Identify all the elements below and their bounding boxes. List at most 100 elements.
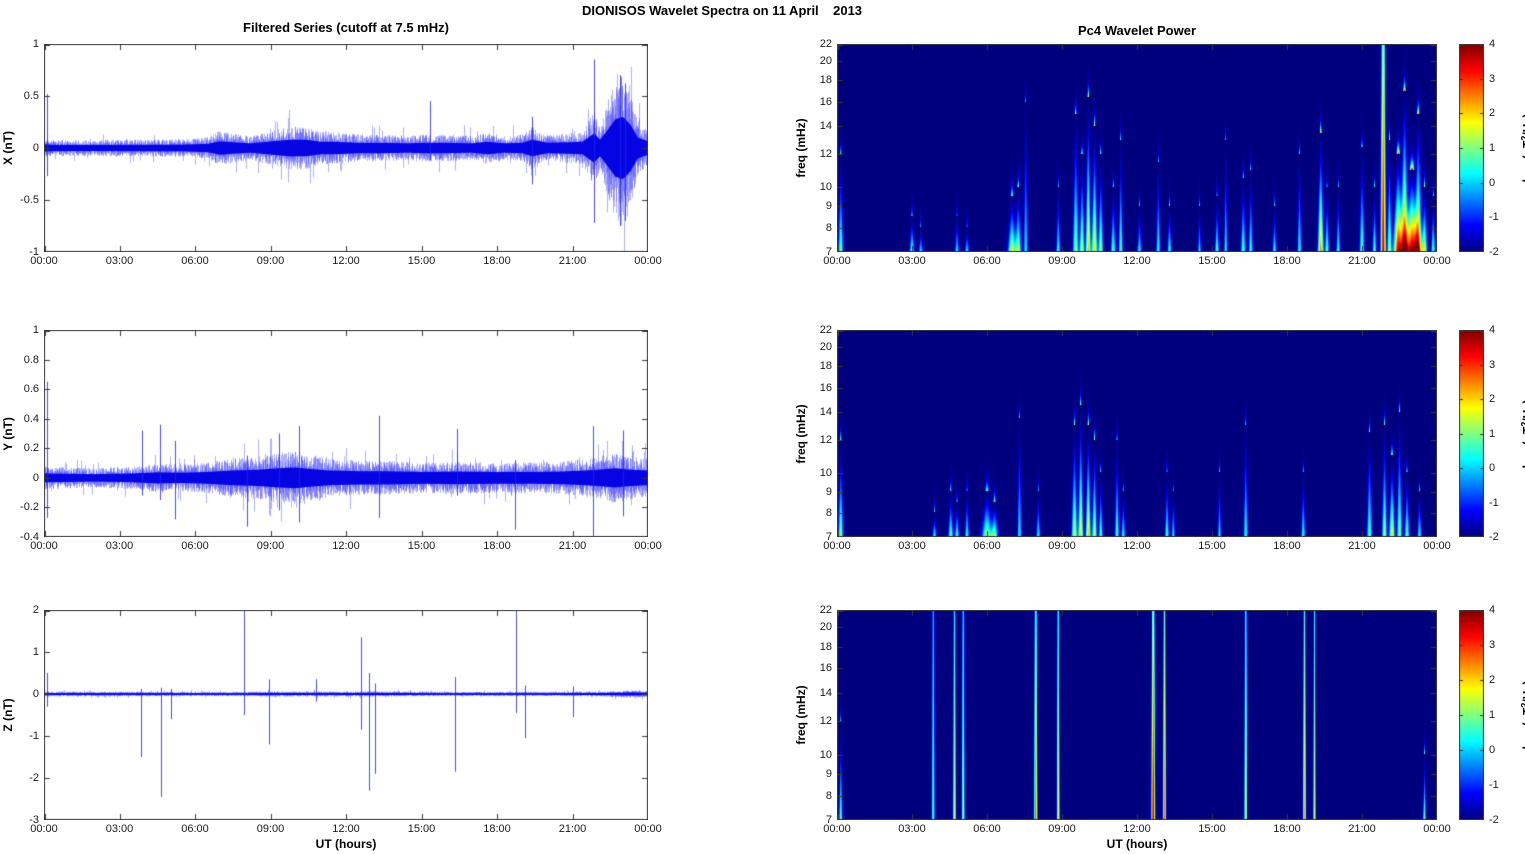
freq-tick-label: 8 xyxy=(825,506,832,519)
time-tick-label: 06:00 xyxy=(181,823,209,835)
freq-tick-label: 10 xyxy=(819,181,832,194)
freq-tick-label: 22 xyxy=(819,324,832,336)
time-tick-label: 15:00 xyxy=(1198,540,1226,552)
value-tick-label: -0.4 xyxy=(20,531,39,543)
time-tick-label: 00:00 xyxy=(30,823,58,835)
colorbar-tick-label: -1 xyxy=(1489,211,1499,224)
time-tick-label: 12:00 xyxy=(1123,823,1151,835)
colorbar-tick-label: -2 xyxy=(1489,246,1499,258)
y-wavelet-ylabel: freq (mHz) xyxy=(794,403,808,464)
right-column-title: Pc4 Wavelet Power xyxy=(1077,23,1197,38)
time-tick-label: 12:00 xyxy=(332,823,360,835)
colorbar-tick-label: -2 xyxy=(1489,814,1499,826)
time-tick-label: 21:00 xyxy=(1348,255,1376,267)
value-tick-label: 0.5 xyxy=(23,90,39,102)
freq-tick-label: 14 xyxy=(819,686,832,699)
time-tick-label: 06:00 xyxy=(973,255,1001,267)
time-tick-label: 15:00 xyxy=(1198,255,1226,267)
colorbar-tick-label: 0 xyxy=(1489,744,1496,756)
z-wavelet-ylabel: freq (mHz) xyxy=(794,685,808,745)
time-tick-label: 15:00 xyxy=(407,540,436,552)
time-tick-label: 00:00 xyxy=(1423,540,1451,552)
colorbar-tick-label: 3 xyxy=(1489,639,1496,651)
time-tick-label: 00:00 xyxy=(823,255,851,267)
value-tick-label: 0 xyxy=(32,471,39,484)
value-tick-label: -0.2 xyxy=(20,501,39,514)
time-tick-label: 18:00 xyxy=(483,255,511,267)
x-wavelet-ylabel: freq (mHz) xyxy=(794,118,808,178)
freq-tick-label: 16 xyxy=(819,381,832,394)
colorbar-tick-label: 2 xyxy=(1489,107,1496,120)
time-tick-label: 03:00 xyxy=(898,255,926,267)
freq-tick-label: 7 xyxy=(825,531,832,543)
left-x-axis-label: UT (hours) xyxy=(315,837,377,851)
value-tick-label: -1 xyxy=(29,730,39,742)
freq-tick-label: 10 xyxy=(819,748,832,761)
freq-tick-label: 16 xyxy=(819,95,832,108)
time-tick-label: 06:00 xyxy=(181,255,209,267)
time-tick-label: 00:00 xyxy=(1423,823,1451,835)
time-tick-label: 15:00 xyxy=(407,823,436,835)
value-tick-label: 1 xyxy=(32,324,39,336)
freq-tick-label: 9 xyxy=(825,767,832,780)
panel-z-wavelet: freq (mHz) UT (hours) 00:00 03:00 06:00 09:… xyxy=(794,604,1451,851)
y-series-canvas xyxy=(44,330,648,537)
freq-tick-label: 18 xyxy=(819,74,832,87)
time-tick-label: 12:00 xyxy=(1123,255,1151,267)
colorbar-y-unit-label: log2(nT2/Hz) xyxy=(1520,399,1525,468)
time-tick-label: 00:00 xyxy=(30,540,58,552)
colorbar-tick-label: 2 xyxy=(1489,393,1496,405)
freq-tick-label: 12 xyxy=(819,715,832,728)
value-tick-label: 0 xyxy=(32,142,39,154)
freq-tick-label: 20 xyxy=(819,55,832,68)
colorbar-tick-label: 1 xyxy=(1489,142,1496,154)
panel-y-series: Y (nT) 00:00 03:00 06:00 09:00 12:00 15:00 18:… xyxy=(1,324,662,552)
time-tick-label: 03:00 xyxy=(105,255,134,267)
freq-tick-label: 22 xyxy=(819,604,832,616)
freq-tick-label: 12 xyxy=(819,148,832,161)
colorbar-tick-label: 1 xyxy=(1489,427,1496,440)
time-tick-label: 15:00 xyxy=(407,255,436,267)
freq-tick-label: 14 xyxy=(819,120,832,133)
time-tick-label: 09:00 xyxy=(256,823,285,835)
freq-tick-label: 18 xyxy=(819,640,832,653)
freq-tick-label: 7 xyxy=(825,246,832,258)
panel-x-wavelet: freq (mHz) 00:00 03:00 06:00 09:00 12:00 15:0… xyxy=(794,38,1451,267)
figure-title: DIONISOS Wavelet Spectra on 11 April 201… xyxy=(581,3,863,18)
colorbar-x: log2(nT2/Hz) 4 3 2 1 0 -1 -2 xyxy=(1459,38,1525,258)
time-tick-label: 00:00 xyxy=(634,823,662,835)
time-tick-label: 00:00 xyxy=(634,540,662,552)
freq-tick-label: 20 xyxy=(819,341,832,354)
colorbar-tick-label: 2 xyxy=(1489,674,1496,686)
time-tick-label: 00:00 xyxy=(30,255,58,267)
time-tick-label: 03:00 xyxy=(105,540,134,552)
time-tick-label: 21:00 xyxy=(1348,540,1376,552)
value-tick-label: 1 xyxy=(32,38,39,50)
time-tick-label: 12:00 xyxy=(1123,540,1151,552)
value-tick-label: -1 xyxy=(29,246,39,258)
freq-tick-label: 9 xyxy=(825,200,832,213)
colorbar-z-unit-label: log2(nT2/Hz) xyxy=(1520,680,1525,750)
x-series-canvas xyxy=(44,44,648,252)
freq-tick-label: 10 xyxy=(819,466,832,479)
time-tick-label: 03:00 xyxy=(105,823,134,835)
colorbar-tick-label: -1 xyxy=(1489,779,1499,791)
y-wavelet-canvas xyxy=(837,330,1437,537)
colorbar-tick-label: -2 xyxy=(1489,531,1499,543)
left-column-title: Filtered Series (cutoff at 7.5 mHz) xyxy=(243,20,449,35)
time-tick-label: 06:00 xyxy=(181,540,209,552)
value-tick-label: 0.2 xyxy=(23,442,39,455)
time-tick-label: 21:00 xyxy=(558,823,587,835)
time-tick-label: 09:00 xyxy=(1048,540,1076,552)
panel-z-series: Z (nT) UT (hours) 00:00 03:00 06:00 09:00 12… xyxy=(1,604,662,851)
time-tick-label: 18:00 xyxy=(1273,540,1301,552)
value-tick-label: -0.5 xyxy=(20,194,39,206)
time-tick-label: 09:00 xyxy=(1048,255,1076,267)
colorbar-tick-label: 3 xyxy=(1489,358,1496,371)
value-tick-label: 0.4 xyxy=(23,412,39,425)
time-tick-label: 18:00 xyxy=(483,540,511,552)
time-tick-label: 06:00 xyxy=(973,540,1001,552)
z-series-ylabel: Z (nT) xyxy=(1,698,15,732)
value-tick-label: 1 xyxy=(32,646,39,658)
